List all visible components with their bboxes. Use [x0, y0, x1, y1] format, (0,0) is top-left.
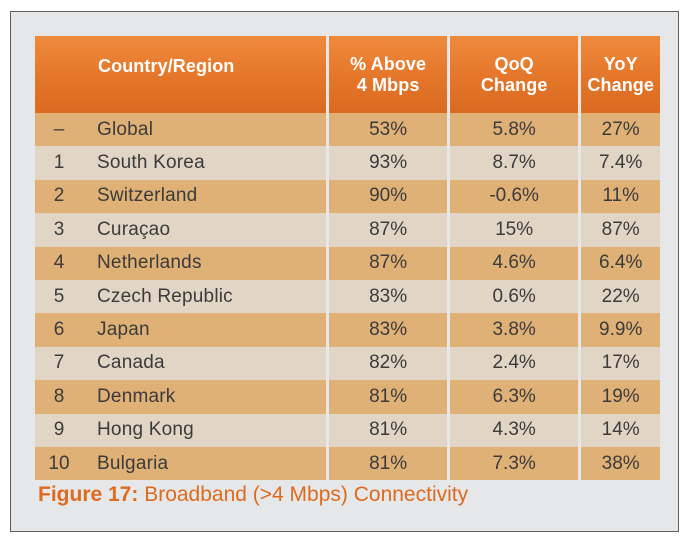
- rank-value: 5: [53, 285, 65, 307]
- table-row: – Global 53% 5.8% 27%: [35, 113, 660, 147]
- qoq-change-value: 0.6%: [449, 279, 582, 314]
- figure-caption-label: Figure 17:: [38, 483, 139, 506]
- country-name: Netherlands: [97, 252, 202, 274]
- yoy-change-value: 17%: [581, 346, 660, 381]
- country-cell: 6 Japan: [35, 313, 330, 347]
- figure-caption-text: Broadband (>4 Mbps) Connectivity: [138, 483, 469, 506]
- rank-value: 10: [48, 452, 70, 474]
- above-4mbps-value: 53%: [329, 113, 450, 147]
- header-country-label: Country/Region: [98, 56, 235, 76]
- qoq-change-value: 8.7%: [449, 146, 582, 180]
- above-4mbps-value: 87%: [329, 213, 450, 247]
- country-cell: 7 Canada: [35, 346, 330, 381]
- header-qoq-line2: Change: [480, 74, 548, 95]
- rank-value: 2: [53, 185, 65, 207]
- country-name: Switzerland: [97, 185, 198, 207]
- table-body: – Global 53% 5.8% 27% 1 South Korea 93% 8.7% 7.4%…: [35, 113, 660, 481]
- rank-value: 3: [53, 218, 65, 240]
- yoy-change-value: 27%: [581, 113, 660, 147]
- yoy-change-value: 11%: [581, 179, 660, 214]
- yoy-change-value: 7.4%: [581, 146, 660, 180]
- yoy-change-value: 87%: [581, 213, 660, 247]
- above-4mbps-value: 82%: [329, 346, 450, 381]
- rank-value: 8: [53, 385, 65, 407]
- header-yoy-line2: Change: [587, 74, 654, 95]
- country-cell: – Global: [35, 113, 330, 147]
- qoq-change-value: 4.3%: [449, 413, 582, 447]
- yoy-change-value: 14%: [581, 413, 660, 447]
- country-name: Czech Republic: [97, 285, 233, 307]
- header-country-region: Country/Region: [35, 36, 330, 113]
- rank-value: 4: [53, 252, 65, 274]
- qoq-change-value: 3.8%: [449, 313, 582, 347]
- table-row: 8 Denmark 81% 6.3% 19%: [35, 380, 660, 414]
- country-cell: 1 South Korea: [35, 146, 330, 180]
- country-cell: 4 Netherlands: [35, 246, 330, 280]
- table-row: 9 Hong Kong 81% 4.3% 14%: [35, 413, 660, 447]
- above-4mbps-value: 81%: [329, 380, 450, 414]
- country-name: Hong Kong: [97, 419, 194, 441]
- yoy-change-value: 9.9%: [581, 313, 660, 347]
- above-4mbps-value: 87%: [329, 246, 450, 280]
- figure-panel: Country/Region % Above 4 Mbps QoQ Change…: [10, 11, 679, 532]
- header-above-line1: % Above: [350, 53, 427, 74]
- yoy-change-value: 38%: [581, 446, 660, 481]
- header-yoy-change: YoY Change: [581, 36, 660, 113]
- rank-value: 9: [53, 419, 65, 441]
- header-qoq-line1: QoQ: [494, 53, 534, 74]
- country-name: Canada: [97, 352, 165, 374]
- figure-caption: Figure 17: Broadband (>4 Mbps) Connectiv…: [38, 483, 468, 507]
- country-name: Global: [97, 118, 154, 140]
- rank-value: 6: [53, 319, 65, 341]
- country-name: South Korea: [97, 152, 205, 174]
- country-cell: 3 Curaçao: [35, 213, 330, 247]
- above-4mbps-value: 81%: [329, 413, 450, 447]
- table-row: 10 Bulgaria 81% 7.3% 38%: [35, 446, 660, 481]
- above-4mbps-value: 83%: [329, 279, 450, 314]
- country-name: Curaçao: [97, 218, 171, 240]
- country-name: Japan: [97, 319, 150, 341]
- above-4mbps-value: 93%: [329, 146, 450, 180]
- qoq-change-value: 4.6%: [449, 246, 582, 280]
- above-4mbps-value: 83%: [329, 313, 450, 347]
- qoq-change-value: 2.4%: [449, 346, 582, 381]
- header-above-line2: 4 Mbps: [356, 74, 420, 95]
- qoq-change-value: -0.6%: [449, 179, 582, 214]
- header-qoq-change: QoQ Change: [449, 36, 582, 113]
- country-cell: 10 Bulgaria: [35, 446, 330, 481]
- table-row: 7 Canada 82% 2.4% 17%: [35, 346, 660, 381]
- country-cell: 9 Hong Kong: [35, 413, 330, 447]
- rank-value: –: [53, 118, 65, 140]
- country-cell: 5 Czech Republic: [35, 279, 330, 314]
- table-row: 5 Czech Republic 83% 0.6% 22%: [35, 279, 660, 314]
- table-header-row: Country/Region % Above 4 Mbps QoQ Change…: [35, 36, 660, 113]
- table-row: 3 Curaçao 87% 15% 87%: [35, 213, 660, 247]
- qoq-change-value: 6.3%: [449, 380, 582, 414]
- country-name: Bulgaria: [97, 452, 169, 474]
- table-row: 4 Netherlands 87% 4.6% 6.4%: [35, 246, 660, 280]
- table-row: 6 Japan 83% 3.8% 9.9%: [35, 313, 660, 347]
- table-row: 2 Switzerland 90% -0.6% 11%: [35, 179, 660, 214]
- header-above-4mbps: % Above 4 Mbps: [329, 36, 450, 113]
- above-4mbps-value: 81%: [329, 446, 450, 481]
- qoq-change-value: 7.3%: [449, 446, 582, 481]
- country-cell: 8 Denmark: [35, 380, 330, 414]
- rank-value: 1: [53, 152, 65, 174]
- yoy-change-value: 22%: [581, 279, 660, 314]
- country-name: Denmark: [97, 385, 176, 407]
- header-yoy-line1: YoY: [603, 53, 638, 74]
- qoq-change-value: 5.8%: [449, 113, 582, 147]
- yoy-change-value: 6.4%: [581, 246, 660, 280]
- table-row: 1 South Korea 93% 8.7% 7.4%: [35, 146, 660, 180]
- above-4mbps-value: 90%: [329, 179, 450, 214]
- yoy-change-value: 19%: [581, 380, 660, 414]
- country-cell: 2 Switzerland: [35, 179, 330, 214]
- connectivity-table: Country/Region % Above 4 Mbps QoQ Change…: [35, 36, 660, 481]
- rank-value: 7: [53, 352, 65, 374]
- qoq-change-value: 15%: [449, 213, 582, 247]
